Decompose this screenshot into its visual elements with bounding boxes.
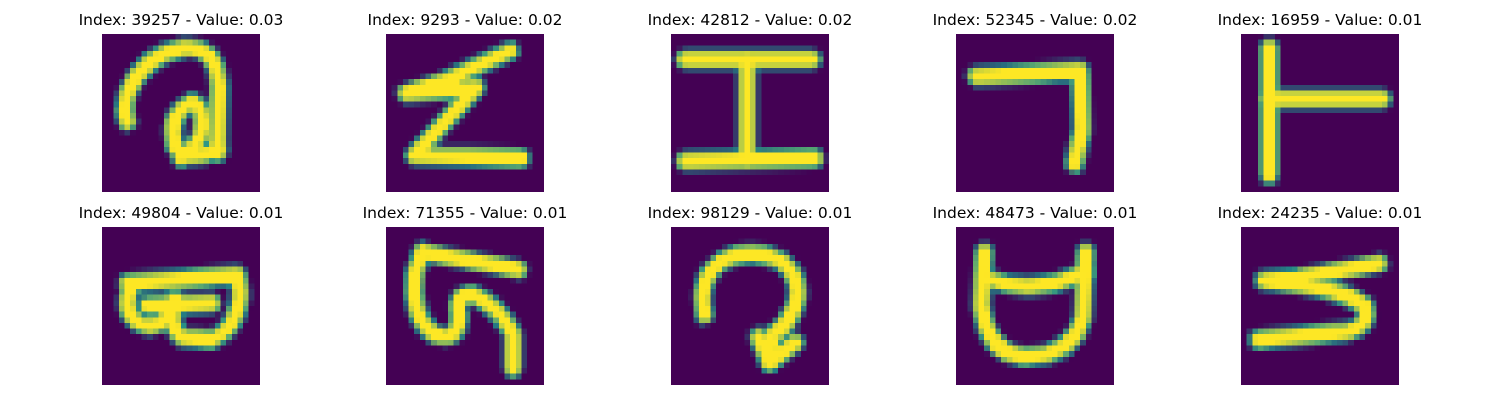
image-panel: Index: 9293 - Value: 0.02 (323, 10, 607, 200)
digit-image (386, 227, 544, 385)
digit-image (956, 34, 1114, 192)
image-panel: Index: 52345 - Value: 0.02 (893, 10, 1177, 200)
panel-title: Index: 39257 - Value: 0.03 (78, 11, 284, 29)
image-panel: Index: 71355 - Value: 0.01 (323, 203, 607, 393)
image-panel: Index: 48473 - Value: 0.01 (893, 203, 1177, 393)
image-panel: Index: 16959 - Value: 0.01 (1178, 10, 1462, 200)
digit-image (386, 34, 544, 192)
digit-image (956, 227, 1114, 385)
panel-title: Index: 71355 - Value: 0.01 (362, 204, 568, 222)
panel-title: Index: 42812 - Value: 0.02 (647, 11, 853, 29)
digit-image (1241, 227, 1399, 385)
digit-image (671, 227, 829, 385)
panel-title: Index: 98129 - Value: 0.01 (647, 204, 853, 222)
panel-title: Index: 49804 - Value: 0.01 (78, 204, 284, 222)
panel-title: Index: 9293 - Value: 0.02 (367, 11, 563, 29)
panel-title: Index: 48473 - Value: 0.01 (932, 204, 1138, 222)
image-panel: Index: 42812 - Value: 0.02 (608, 10, 892, 200)
panel-title: Index: 16959 - Value: 0.01 (1217, 11, 1423, 29)
digit-image (102, 34, 260, 192)
panel-title: Index: 24235 - Value: 0.01 (1217, 204, 1423, 222)
digit-image (1241, 34, 1399, 192)
image-panel: Index: 24235 - Value: 0.01 (1178, 203, 1462, 393)
panel-title: Index: 52345 - Value: 0.02 (932, 11, 1138, 29)
digit-image (102, 227, 260, 385)
image-panel: Index: 39257 - Value: 0.03 (39, 10, 323, 200)
digit-image (671, 34, 829, 192)
image-panel: Index: 49804 - Value: 0.01 (39, 203, 323, 393)
image-panel: Index: 98129 - Value: 0.01 (608, 203, 892, 393)
